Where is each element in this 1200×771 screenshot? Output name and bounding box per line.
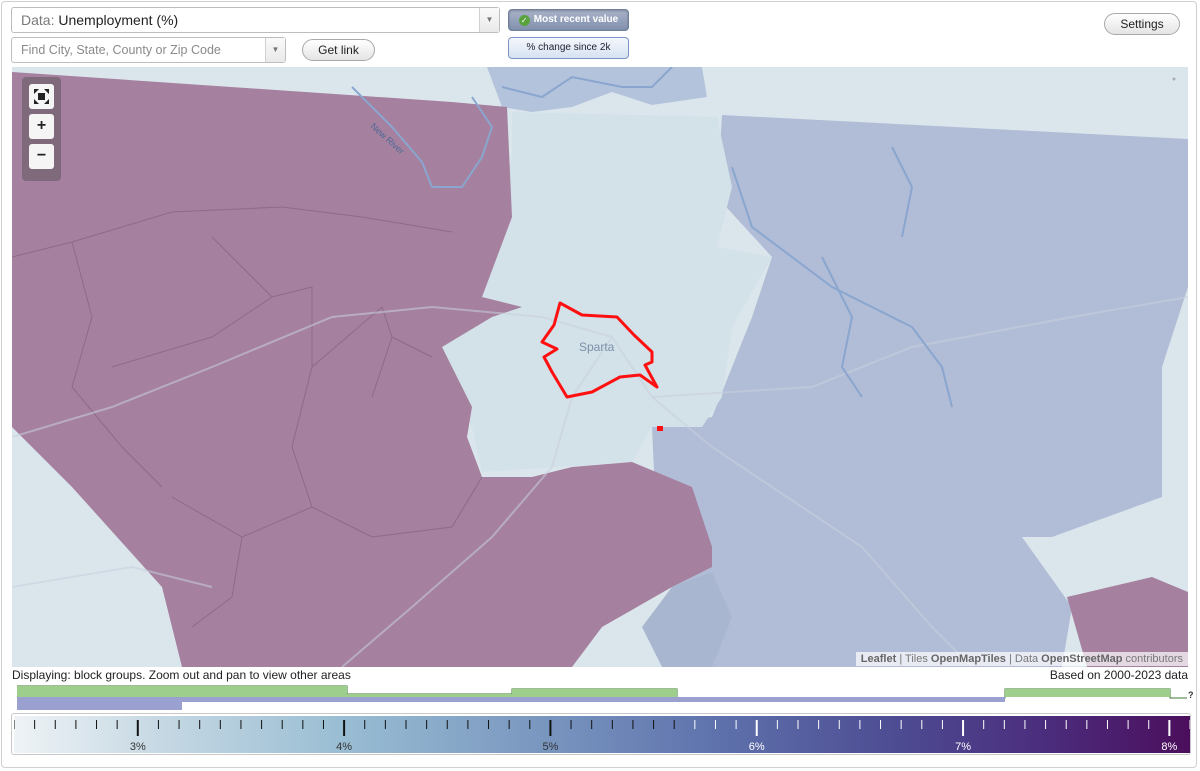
most-recent-value-button[interactable]: ✓ Most recent value	[508, 9, 629, 31]
location-search[interactable]: ▼	[11, 37, 286, 63]
legend-tick-label: 6%	[749, 741, 765, 753]
fullscreen-button[interactable]	[29, 84, 54, 109]
legend-ticks: 3% 4% 5% 6% 7% 8%	[14, 720, 1190, 753]
attribution-sep-2: | Data	[1005, 653, 1042, 665]
zoom-out-button[interactable]: −	[29, 144, 54, 169]
block-group-region-low	[432, 112, 772, 472]
settings-button[interactable]: Settings	[1104, 13, 1180, 35]
legend-color-scale[interactable]	[14, 716, 1190, 753]
map-attribution: Leaflet | Tiles OpenMapTiles | Data Open…	[855, 652, 1188, 666]
data-select-value: Unemployment (%)	[58, 12, 179, 28]
value-histogram	[17, 685, 1187, 710]
fullscreen-icon	[34, 89, 49, 104]
river-lines	[351, 67, 953, 408]
openmaptiles-link[interactable]: OpenMapTiles	[930, 653, 1006, 665]
leaflet-link[interactable]: Leaflet	[860, 653, 897, 665]
map-view[interactable]: New River Sparta	[12, 67, 1188, 667]
block-group-region-mid	[642, 572, 732, 667]
histogram-bin	[512, 689, 677, 697]
data-select[interactable]: Data: Unemployment (%) ▼	[11, 7, 500, 33]
data-select-label: Data:	[21, 12, 55, 28]
legend-tick-label: 4%	[336, 741, 352, 753]
help-mark[interactable]: ?	[1188, 690, 1194, 700]
block-group-region-high	[1067, 577, 1188, 667]
boundary-lines	[12, 206, 483, 628]
search-input[interactable]	[21, 43, 261, 57]
data-range-note: Based on 2000-2023 data	[1049, 668, 1188, 682]
legend-tick-label: 5%	[542, 741, 558, 753]
openstreetmap-link[interactable]: OpenStreetMap	[1041, 653, 1123, 665]
percent-change-button[interactable]: % change since 2k	[508, 37, 629, 59]
map-canvas: New River Sparta	[12, 67, 1188, 667]
chevron-down-icon[interactable]: ▼	[479, 8, 499, 32]
zoom-in-button[interactable]: +	[29, 114, 54, 139]
check-icon: ✓	[518, 15, 530, 26]
histogram-bin	[182, 697, 1005, 702]
displaying-note: Displaying: block groups. Zoom out and p…	[12, 668, 351, 682]
legend-tick-label: 8%	[1161, 741, 1177, 753]
histogram-bin	[17, 686, 347, 697]
histogram-bin	[347, 694, 512, 698]
road-lines	[12, 296, 1188, 667]
block-group-region-high	[12, 72, 712, 667]
get-link-button[interactable]: Get link	[302, 39, 375, 61]
map-dot	[1172, 77, 1176, 81]
highlighted-place-outline[interactable]	[540, 301, 659, 399]
water-body	[487, 67, 707, 112]
legend-tick-label: 3%	[130, 741, 146, 753]
zoom-controls: + −	[22, 77, 61, 181]
city-label: Sparta	[579, 340, 615, 354]
histogram-bin	[17, 697, 182, 710]
attribution-contributors: contributors	[1122, 653, 1183, 665]
most-recent-value-label: Most recent value	[533, 14, 619, 25]
highlighted-place-fragment[interactable]	[657, 426, 663, 431]
legend-tick-label: 7%	[955, 741, 971, 753]
histogram-bin	[1005, 689, 1170, 697]
attribution-sep-1: | Tiles	[896, 653, 931, 665]
chevron-down-icon[interactable]: ▼	[265, 38, 285, 62]
